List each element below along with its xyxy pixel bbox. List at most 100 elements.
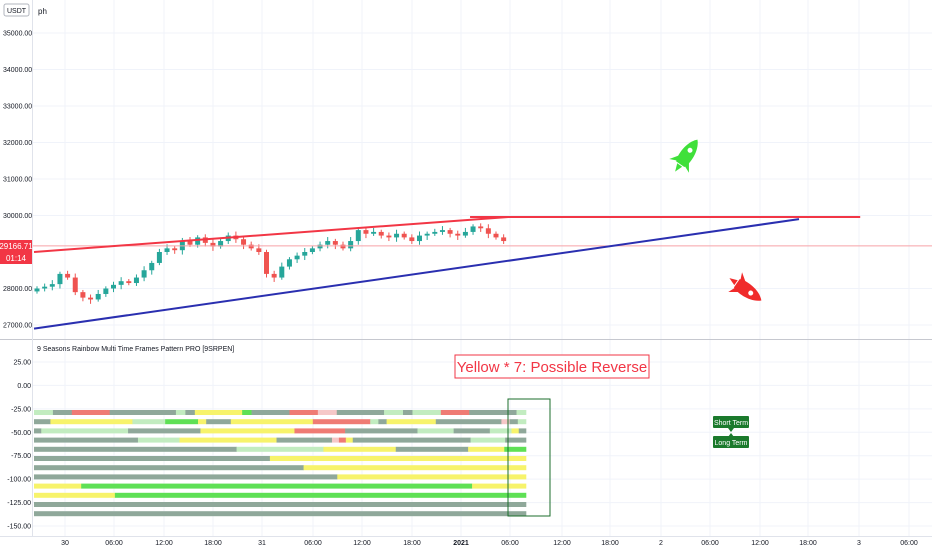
price-tick-label: 34000.00 (3, 67, 32, 74)
candle-body (386, 235, 392, 238)
rainbow-segment (378, 419, 387, 425)
candle-body (65, 273, 71, 278)
currency-badge[interactable] (3, 3, 30, 17)
rainbow-segment (386, 419, 437, 425)
rainbow-segment (345, 428, 418, 434)
indicator-axis[interactable]: 25.00 0.00 -25.00 -50.00 -75.00 -100.00 -125.0… (7, 360, 31, 531)
rainbow-segment (470, 437, 506, 443)
candle-body (294, 255, 300, 260)
rainbow-segment (251, 410, 290, 415)
rainbow-segment (242, 410, 252, 415)
long-term-text: Long Term (715, 440, 748, 447)
candle-body (279, 266, 285, 278)
rainbow-segment (34, 419, 51, 425)
candle-body (309, 248, 315, 252)
rainbow-segment (518, 428, 527, 434)
candle-body (462, 231, 468, 236)
rainbow-segment (50, 419, 133, 425)
time-tick-label: 06:00 (900, 540, 918, 547)
candle-body (241, 239, 247, 245)
candle-body (340, 244, 346, 249)
indicator-tick-label: -75.00 (11, 453, 31, 460)
rainbow-segment (395, 446, 469, 452)
rainbow-segment (52, 410, 73, 415)
rainbow-segment (198, 419, 207, 425)
candle-body (493, 233, 499, 238)
indicator-tick-label: -100.00 (7, 477, 31, 484)
candle-body (478, 226, 484, 229)
candle-body (317, 244, 323, 249)
rainbow-segment (34, 446, 237, 452)
rainbow-segment (206, 419, 232, 425)
annotation-box[interactable] (454, 354, 650, 379)
candle-body (394, 233, 400, 238)
rainbow-segment (132, 419, 166, 425)
candle-body (371, 231, 377, 234)
rainbow-segment (435, 419, 502, 425)
time-tick-label: 06:00 (501, 540, 519, 547)
candle-body (264, 252, 269, 274)
candle-body (286, 259, 292, 267)
candle-body (424, 233, 430, 236)
rainbow-segment (336, 410, 385, 415)
candle-body (103, 288, 109, 294)
time-tick-label: 2 (659, 540, 663, 547)
trendlines[interactable] (33, 215, 861, 330)
rainbow-segment (323, 446, 397, 452)
rainbow-segment (417, 428, 454, 434)
rainbow-segment (370, 419, 379, 425)
rainbow-segment (276, 437, 333, 443)
price-tick-label: 30000.00 (3, 213, 32, 220)
trendline[interactable] (33, 218, 800, 330)
time-tick-label: 12:00 (155, 540, 173, 547)
reverse-highlight-box[interactable] (507, 398, 551, 517)
candle-body (432, 231, 438, 234)
indicator-tick-label: -50.00 (11, 430, 31, 437)
rainbow-segment (468, 446, 505, 452)
rainbow-segment (412, 410, 442, 415)
candle-body (172, 248, 178, 251)
rainbow-indicator-bars (34, 410, 527, 517)
rainbow-segment (114, 492, 527, 498)
rainbow-segment (511, 428, 520, 434)
candle-body (332, 241, 338, 245)
candle-body (302, 252, 308, 256)
candle-body (34, 288, 40, 292)
rainbow-segment (175, 410, 186, 415)
candle-body (455, 233, 461, 236)
rainbow-segment (165, 419, 199, 425)
rainbow-segment (472, 483, 527, 489)
rainbow-segment (384, 410, 404, 415)
candle-countdown: 01:14 (6, 254, 27, 263)
indicator-tick-label: 0.00 (17, 383, 31, 390)
candle-body (401, 233, 407, 238)
rainbow-segment (236, 446, 324, 452)
time-tick-label: 30 (61, 540, 69, 547)
rainbow-segment (317, 410, 338, 415)
rainbow-segment (34, 410, 54, 415)
candle-body (57, 273, 63, 285)
candle-body (118, 281, 124, 285)
candle-body (111, 284, 116, 289)
price-tick-label: 33000.00 (3, 104, 32, 111)
candle-body (133, 277, 139, 284)
rainbow-segment (469, 410, 517, 415)
price-axis[interactable]: 35000.00 34000.00 33000.00 32000.00 31000.00… (3, 31, 32, 330)
candle-body (88, 297, 94, 300)
annotation-text: Yellow * 7: Possible Reverse (457, 359, 647, 376)
time-tick-label: 06:00 (304, 540, 322, 547)
rainbow-segment (289, 410, 319, 415)
candle-body (49, 284, 55, 287)
time-axis[interactable]: 30 06:00 12:00 18:00 31 06:00 12:00 18:00 2021 06… (61, 540, 918, 547)
candle-body (325, 241, 331, 245)
trendline[interactable] (33, 215, 509, 253)
candle-body (95, 293, 101, 300)
indicator-title[interactable]: 9 Seasons Rainbow Multi Time Frames Patt… (37, 346, 234, 353)
price-tick-label: 28000.00 (3, 286, 32, 293)
rainbow-segment (34, 511, 527, 517)
rainbow-segment (505, 437, 527, 443)
time-tick-label: 18:00 (204, 540, 222, 547)
price-tick-label: 35000.00 (3, 31, 32, 38)
